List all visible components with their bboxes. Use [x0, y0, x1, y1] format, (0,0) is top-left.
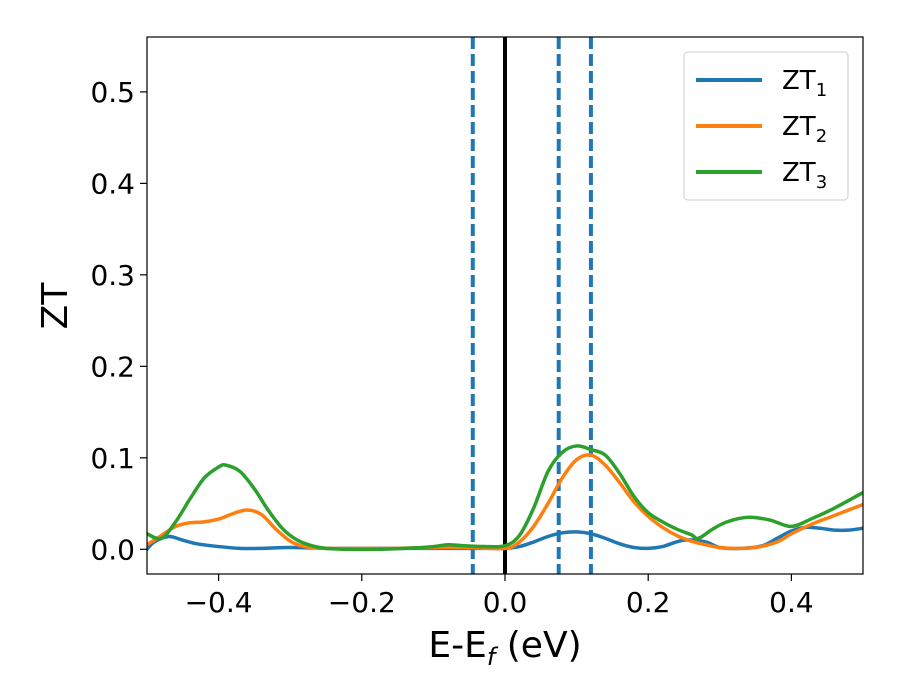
y-tick-label: 0.1	[90, 442, 135, 475]
x-tick-label: −0.4	[185, 586, 253, 619]
x-axis-ticks: −0.4 −0.2 0.0 0.2 0.4	[185, 574, 814, 619]
legend: ZT1 ZT2 ZT3	[683, 51, 849, 201]
legend-label-zt3: ZT3	[782, 158, 827, 193]
y-tick-label: 0.0	[90, 533, 135, 566]
x-axis-title-unit: (eV)	[495, 625, 581, 666]
x-axis-title: E-Ef (eV)	[428, 625, 581, 671]
y-tick-label: 0.3	[90, 259, 135, 292]
x-tick-label: 0.4	[769, 586, 814, 619]
series-lines	[147, 444, 863, 552]
legend-label-zt2: ZT2	[782, 112, 827, 147]
series-line-zt1	[147, 525, 863, 552]
x-tick-label: 0.0	[483, 586, 528, 619]
y-tick-label: 0.5	[90, 76, 135, 109]
legend-box	[683, 51, 849, 201]
y-axis-ticks: 0.0 0.1 0.2 0.3 0.4 0.5	[90, 76, 147, 566]
legend-label-zt1: ZT1	[782, 66, 827, 101]
y-axis-title: ZT	[35, 282, 76, 330]
series-line-zt3	[147, 444, 863, 552]
x-tick-label: −0.2	[328, 586, 396, 619]
series-line-zt2	[147, 453, 863, 551]
y-tick-label: 0.2	[90, 350, 135, 383]
y-tick-label: 0.4	[90, 167, 135, 200]
x-tick-label: 0.2	[626, 586, 671, 619]
